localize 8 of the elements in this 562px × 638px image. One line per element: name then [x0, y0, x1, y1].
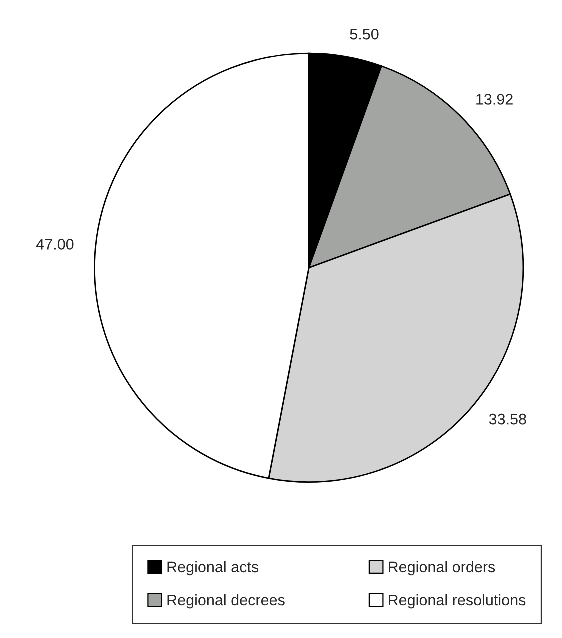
legend-label: Regional resolutions: [389, 594, 526, 609]
legend-label: Regional decrees: [168, 594, 285, 609]
legend-label: Regional acts: [168, 561, 259, 576]
data-label: 13.92: [476, 94, 513, 105]
data-label: 5.50: [350, 28, 379, 40]
data-label: 47.00: [36, 239, 74, 250]
legend-label: Regional orders: [389, 561, 496, 576]
data-label: 33.58: [489, 414, 526, 425]
